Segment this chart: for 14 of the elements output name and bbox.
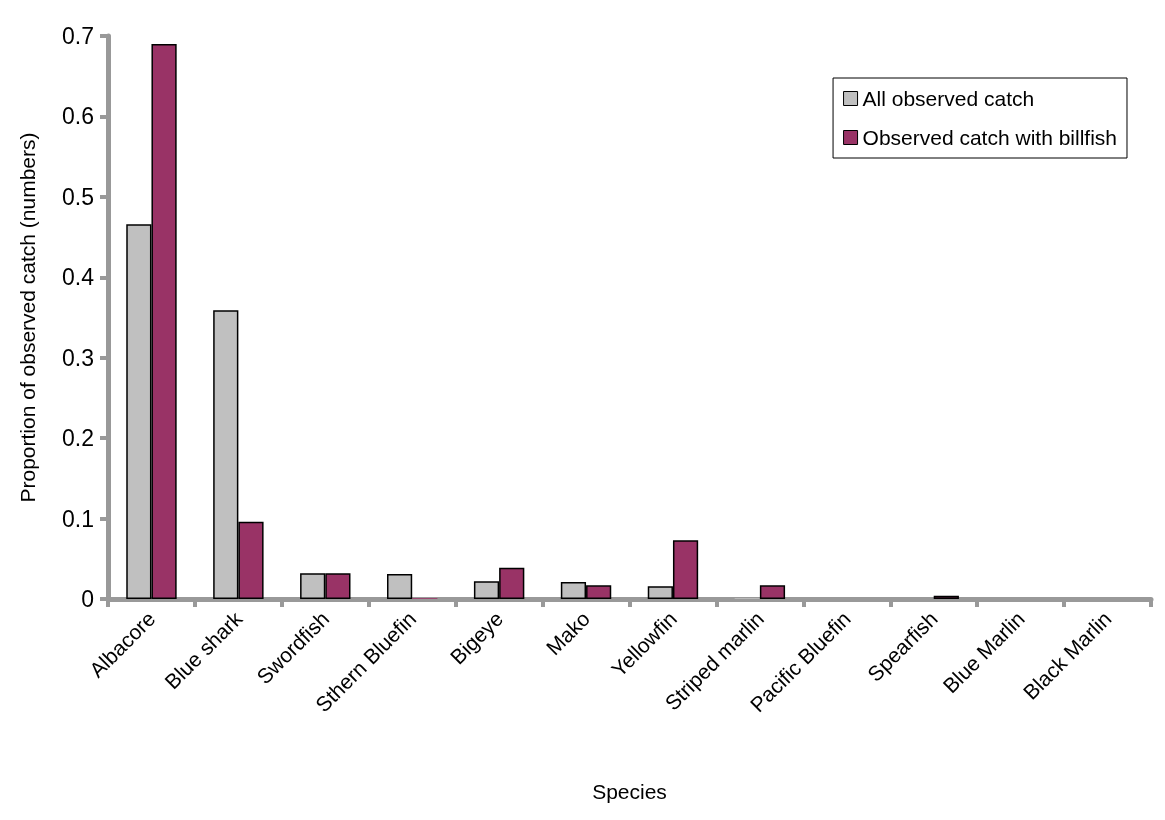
y-tick-label: 0.4 xyxy=(62,264,95,291)
y-tick-label: 0.1 xyxy=(62,505,94,532)
y-tick-label: 0.6 xyxy=(62,103,94,130)
y-tick-label: 0.5 xyxy=(62,183,94,210)
y-axis-title: Proportion of observed catch (numbers) xyxy=(16,132,39,503)
y-tick-label: 0 xyxy=(81,586,94,612)
bar xyxy=(759,585,786,599)
legend-label: Observed catch with billfish xyxy=(862,126,1118,149)
legend-label: All observed catch xyxy=(862,87,1035,110)
y-tick-label: 0.3 xyxy=(62,344,94,371)
x-axis-title: Species xyxy=(592,780,667,803)
bar xyxy=(387,574,413,599)
y-tick-label: 0.2 xyxy=(62,425,94,452)
y-tick-label: 0.7 xyxy=(62,23,94,49)
